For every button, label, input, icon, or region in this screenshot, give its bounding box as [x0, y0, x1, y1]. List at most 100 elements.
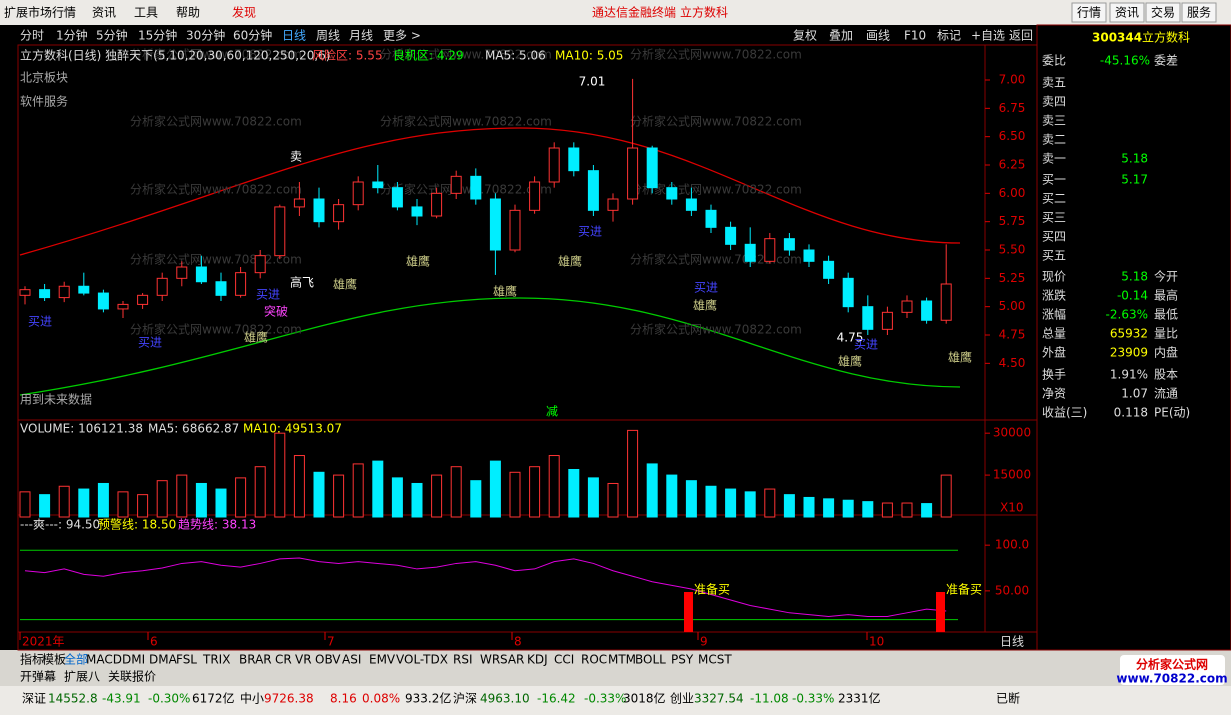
- y-tick-label: 30000: [993, 426, 1031, 440]
- volume-bar: [58, 485, 70, 518]
- annotation: 雄鹰: [948, 350, 972, 365]
- date-label: 6: [150, 635, 158, 649]
- volume-bar: [901, 502, 913, 518]
- tab[interactable]: MCST: [698, 653, 732, 667]
- tool-button[interactable]: 返回: [1009, 29, 1033, 43]
- tab[interactable]: KDJ: [527, 653, 548, 667]
- period-tab[interactable]: 60分钟: [233, 28, 272, 43]
- candle-body: [313, 198, 325, 223]
- period-tab[interactable]: 1分钟: [56, 28, 88, 43]
- status-item: 3327.54: [694, 692, 744, 706]
- volume-bar: [862, 501, 874, 518]
- tab[interactable]: 模板: [42, 653, 66, 667]
- tab[interactable]: MACD: [86, 653, 122, 667]
- tab[interactable]: FSL: [176, 653, 197, 667]
- tool-button[interactable]: F10: [904, 29, 926, 43]
- period-tab[interactable]: 日线: [282, 29, 306, 43]
- annotation: 卖: [290, 150, 302, 164]
- volume-bar: [803, 496, 815, 518]
- tab[interactable]: WR: [480, 653, 500, 667]
- period-label: 日线: [1000, 635, 1024, 649]
- volume-bar: [97, 482, 109, 518]
- tab[interactable]: 开弹幕: [20, 670, 56, 684]
- period-tab[interactable]: 30分钟: [186, 28, 225, 43]
- candle-body: [646, 147, 658, 189]
- tab[interactable]: OBV: [315, 653, 341, 667]
- tool-button[interactable]: 标记: [937, 29, 961, 43]
- quote-value: 5.18: [1121, 270, 1148, 284]
- tab[interactable]: CR: [275, 653, 292, 667]
- candle-body: [352, 181, 364, 206]
- tab[interactable]: 扩展八: [64, 670, 100, 684]
- menu-item[interactable]: 资讯: [92, 6, 116, 20]
- tab[interactable]: ASI: [342, 653, 361, 667]
- tab[interactable]: DMI: [122, 653, 145, 667]
- volume-bar: [646, 463, 658, 518]
- tool-button[interactable]: 叠加: [829, 29, 853, 43]
- tab[interactable]: EMV: [369, 653, 396, 667]
- tool-button[interactable]: +自选: [971, 29, 1005, 43]
- tool-button[interactable]: 复权: [793, 29, 817, 43]
- button[interactable]: [1109, 2, 1145, 23]
- candle-body: [842, 277, 854, 308]
- tab[interactable]: TRIX: [202, 653, 230, 667]
- period-tab[interactable]: 更多 >: [383, 29, 421, 43]
- quote-value: 65932: [1110, 327, 1148, 341]
- tab[interactable]: BRAR: [239, 653, 272, 667]
- period-tab[interactable]: 5分钟: [96, 28, 128, 43]
- tab[interactable]: MTM: [608, 653, 636, 667]
- button[interactable]: [1145, 2, 1181, 23]
- candle-body: [333, 204, 345, 223]
- tab[interactable]: 指标: [20, 652, 44, 667]
- candle-body: [725, 226, 737, 245]
- volume-header: MA5: 68662.87: [148, 422, 239, 436]
- period-tab[interactable]: 15分钟: [138, 28, 177, 43]
- tab[interactable]: VR: [295, 653, 312, 667]
- y-tick-label: 50.00: [995, 583, 1029, 597]
- volume-bar: [509, 471, 521, 518]
- candle-body: [901, 300, 913, 313]
- date-label: 9: [700, 635, 708, 649]
- candle-body: [489, 198, 501, 251]
- candle-body: [274, 206, 286, 257]
- tab[interactable]: PSY: [671, 653, 694, 667]
- candle-body: [607, 198, 619, 211]
- tab[interactable]: DMA: [149, 653, 178, 667]
- menu-item[interactable]: 工具: [134, 6, 158, 20]
- tab[interactable]: ROC: [581, 653, 607, 667]
- period-tab[interactable]: 分时: [20, 29, 44, 43]
- watermark: 分析家公式网www.70822.com: [130, 114, 302, 129]
- candle-body: [431, 192, 443, 217]
- stock-code: 300344: [1092, 31, 1142, 45]
- menu-item[interactable]: 发现: [232, 5, 256, 20]
- tab[interactable]: SAR: [500, 653, 524, 667]
- tab[interactable]: RSI: [453, 653, 473, 667]
- tab[interactable]: 全部: [64, 652, 88, 667]
- tab[interactable]: BOLL: [635, 653, 666, 667]
- tab[interactable]: CCI: [554, 653, 574, 667]
- candle-body: [627, 147, 639, 200]
- menu-item[interactable]: 扩展市场行情: [4, 5, 76, 20]
- tool-button[interactable]: 画线: [866, 29, 890, 43]
- quote-label: 现价: [1042, 270, 1066, 284]
- volume-header: VOLUME: 106121.38: [20, 422, 143, 436]
- quote-label: 委差: [1154, 54, 1178, 68]
- menu-item[interactable]: 帮助: [176, 6, 200, 20]
- annotation: 雄鹰: [244, 330, 268, 345]
- candle-body: [137, 294, 149, 305]
- annotation: 雄鹰: [493, 284, 517, 299]
- lower-band: [19, 297, 961, 396]
- tab[interactable]: 关联报价: [108, 669, 156, 684]
- watermark: 分析家公式网www.70822.com: [630, 252, 802, 267]
- volume-bar: [137, 494, 149, 518]
- period-tab[interactable]: 周线: [316, 29, 340, 43]
- button[interactable]: [1181, 2, 1217, 23]
- quote-label: 买五: [1042, 249, 1066, 263]
- status-bar: [0, 686, 1231, 715]
- annotation: 减: [546, 405, 558, 419]
- tab[interactable]: VOL-TDX: [396, 653, 448, 667]
- button[interactable]: [1071, 2, 1107, 23]
- status-item: 深证: [22, 692, 46, 706]
- annotation: 买进: [854, 338, 878, 352]
- period-tab[interactable]: 月线: [349, 29, 373, 43]
